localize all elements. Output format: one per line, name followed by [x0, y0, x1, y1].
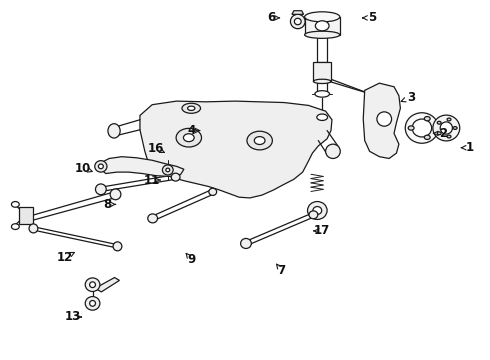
Text: 7: 7: [277, 264, 286, 277]
Text: 4: 4: [187, 124, 196, 137]
Ellipse shape: [166, 168, 170, 172]
Text: 1: 1: [466, 141, 474, 154]
Circle shape: [437, 132, 441, 135]
Ellipse shape: [241, 238, 251, 248]
Ellipse shape: [247, 131, 272, 150]
Text: 2: 2: [439, 127, 447, 140]
Ellipse shape: [110, 189, 121, 200]
Ellipse shape: [176, 129, 201, 147]
Ellipse shape: [85, 297, 100, 310]
Ellipse shape: [294, 18, 301, 25]
Ellipse shape: [254, 136, 265, 144]
Polygon shape: [140, 101, 332, 198]
Polygon shape: [95, 278, 120, 292]
Text: 9: 9: [187, 253, 196, 266]
Ellipse shape: [305, 31, 340, 39]
Circle shape: [437, 121, 441, 124]
Ellipse shape: [113, 242, 122, 251]
Polygon shape: [292, 11, 304, 14]
Circle shape: [408, 126, 414, 130]
Text: 16: 16: [148, 142, 164, 155]
Text: 8: 8: [103, 198, 111, 211]
Text: 5: 5: [368, 12, 376, 24]
Polygon shape: [314, 62, 331, 81]
Ellipse shape: [98, 164, 103, 169]
Ellipse shape: [412, 119, 432, 137]
Ellipse shape: [108, 124, 120, 138]
Bar: [19, 207, 33, 224]
Circle shape: [424, 135, 430, 139]
Polygon shape: [101, 157, 184, 176]
Ellipse shape: [326, 144, 340, 158]
Ellipse shape: [313, 207, 322, 215]
Circle shape: [424, 117, 430, 121]
Text: 12: 12: [57, 251, 74, 264]
Circle shape: [447, 118, 451, 121]
Ellipse shape: [148, 214, 158, 223]
Text: 17: 17: [314, 224, 330, 238]
Ellipse shape: [95, 161, 107, 172]
Ellipse shape: [29, 224, 38, 233]
Ellipse shape: [405, 113, 439, 143]
Ellipse shape: [182, 103, 200, 113]
Ellipse shape: [308, 202, 327, 220]
Text: 6: 6: [268, 12, 276, 24]
Ellipse shape: [309, 211, 318, 219]
Ellipse shape: [305, 12, 340, 22]
Text: 10: 10: [74, 162, 91, 175]
Ellipse shape: [440, 122, 452, 134]
Ellipse shape: [183, 134, 194, 141]
Ellipse shape: [90, 282, 96, 288]
Ellipse shape: [315, 91, 330, 97]
Circle shape: [11, 202, 19, 207]
Ellipse shape: [96, 184, 106, 195]
Polygon shape: [305, 17, 340, 35]
Ellipse shape: [209, 188, 217, 195]
Ellipse shape: [90, 301, 96, 306]
Ellipse shape: [316, 21, 329, 31]
Text: 13: 13: [65, 310, 81, 324]
Text: 3: 3: [407, 91, 415, 104]
Circle shape: [453, 127, 457, 130]
Circle shape: [11, 224, 19, 229]
Circle shape: [447, 135, 451, 138]
Ellipse shape: [314, 79, 331, 84]
Ellipse shape: [433, 115, 460, 141]
Ellipse shape: [85, 278, 100, 292]
Ellipse shape: [162, 165, 173, 175]
Ellipse shape: [317, 114, 328, 121]
Ellipse shape: [291, 14, 305, 29]
Ellipse shape: [377, 112, 392, 126]
Ellipse shape: [171, 173, 180, 181]
Ellipse shape: [188, 106, 195, 111]
Polygon shape: [363, 83, 400, 158]
Text: 11: 11: [144, 174, 160, 186]
